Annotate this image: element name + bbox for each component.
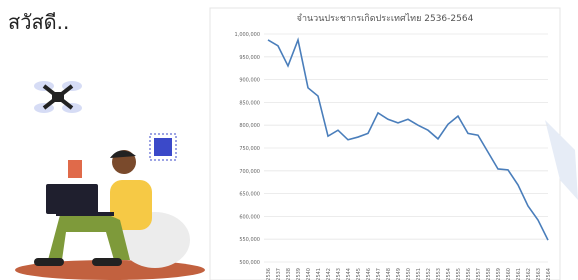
x-tick-label: 2542 (326, 268, 332, 280)
x-tick-label: 2548 (386, 268, 392, 280)
y-tick-label: 600,000 (239, 214, 260, 220)
chart-title: จำนวนประชากรเกิดประเทศไทย 2536-2564 (297, 13, 474, 24)
x-tick-label: 2545 (356, 268, 362, 280)
drone (34, 81, 82, 113)
y-tick-label: 1,000,000 (235, 32, 260, 38)
chip (150, 134, 176, 160)
x-tick-label: 2540 (306, 268, 312, 280)
x-tick-label: 2543 (336, 268, 342, 280)
x-tick-label: 2546 (366, 268, 372, 280)
x-tick-label: 2556 (466, 268, 472, 280)
y-tick-label: 650,000 (239, 192, 260, 198)
x-tick-label: 2561 (516, 268, 522, 280)
y-tick-label: 850,000 (239, 100, 260, 106)
x-tick-label: 2536 (266, 268, 272, 280)
x-tick-label: 2538 (286, 268, 292, 280)
x-tick-label: 2554 (446, 268, 452, 280)
screen: สวัสดี.. จำนวนประชากรเกิดประเทศไทย 2536-… (0, 0, 578, 280)
scene: จำนวนประชากรเกิดประเทศไทย 2536-2564 500,… (0, 0, 578, 280)
x-tick-label: 2547 (376, 268, 382, 280)
x-tick-label: 2549 (396, 268, 402, 280)
y-tick-label: 950,000 (239, 55, 260, 61)
x-tick-label: 2539 (296, 268, 302, 280)
y-tick-label: 900,000 (239, 78, 260, 84)
x-tick-label: 2558 (486, 268, 492, 280)
x-tick-label: 2562 (526, 268, 532, 280)
y-tick-label: 700,000 (239, 169, 260, 175)
x-tick-label: 2544 (346, 268, 352, 280)
x-tick-label: 2564 (546, 268, 552, 280)
y-tick-label: 500,000 (239, 260, 260, 266)
x-tick-label: 2537 (276, 268, 282, 280)
x-tick-label: 2557 (476, 268, 482, 280)
x-tick-label: 2553 (436, 268, 442, 280)
x-tick-label: 2555 (456, 268, 462, 280)
person (15, 150, 205, 280)
x-tick-label: 2541 (316, 268, 322, 280)
x-tick-label: 2551 (416, 268, 422, 280)
x-tick-label: 2559 (496, 268, 502, 280)
x-tick-label: 2552 (426, 268, 432, 280)
x-tick-label: 2563 (536, 268, 542, 280)
y-tick-label: 800,000 (239, 123, 260, 129)
x-tick-label: 2550 (406, 268, 412, 280)
x-tick-label: 2560 (506, 268, 512, 280)
y-tick-label: 550,000 (239, 237, 260, 243)
y-tick-label: 750,000 (239, 146, 260, 152)
